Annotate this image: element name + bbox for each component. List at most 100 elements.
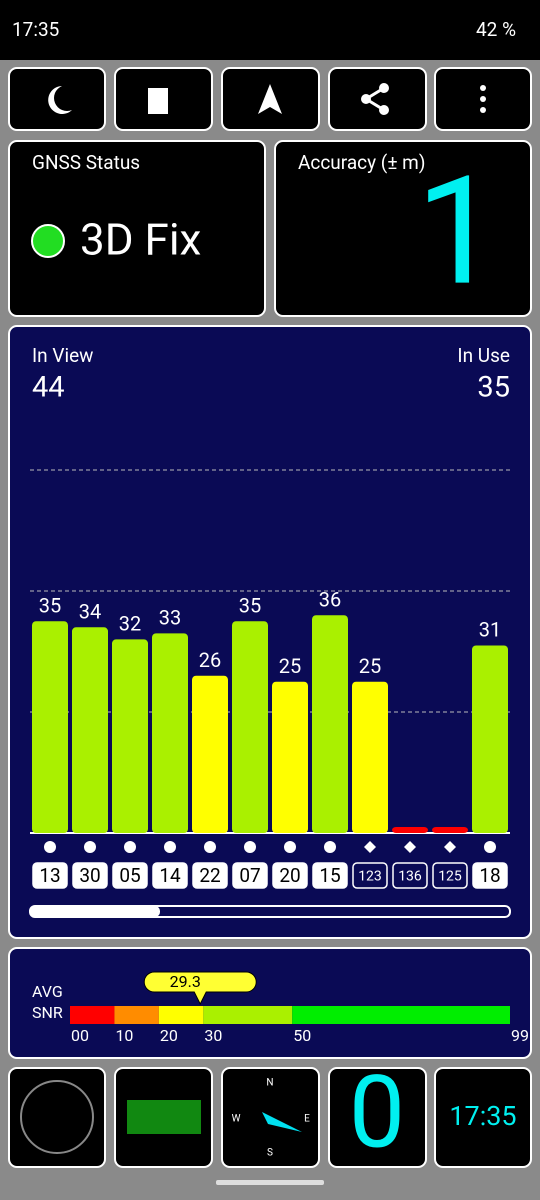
snr-tick-label: 00	[71, 1026, 89, 1045]
sat-id-box	[232, 862, 268, 889]
snr-label: 25	[359, 654, 381, 678]
sat-id-box	[432, 862, 468, 889]
gnss-status-panel	[8, 140, 266, 317]
snr-tick-label: 99	[511, 1026, 529, 1045]
unused-marker	[444, 841, 456, 853]
accuracy-value: 1	[416, 144, 500, 320]
sat-id-box	[112, 862, 148, 889]
snr-label: 31	[479, 618, 501, 642]
snr-scale-segment	[158, 1006, 204, 1024]
map-icon	[127, 1100, 201, 1134]
compass-letter: E	[304, 1114, 310, 1125]
snr-label: 33	[159, 606, 181, 630]
avg-value: 29.3	[170, 972, 201, 991]
snr-bar	[312, 615, 348, 833]
toolbar	[8, 67, 532, 131]
sat-id: 15	[319, 864, 340, 887]
snr-scale-segment	[70, 1006, 115, 1024]
clock: 17:35	[12, 18, 59, 41]
snr-bar	[192, 675, 228, 833]
snr-label: 25	[279, 654, 301, 678]
snr-bar	[232, 621, 268, 833]
compass-needle	[262, 1112, 302, 1132]
used-marker	[324, 841, 336, 853]
sat-id: 20	[279, 864, 300, 887]
moon-icon	[48, 86, 72, 114]
used-marker	[164, 841, 176, 853]
sat-id: 13	[39, 864, 60, 887]
sky-view-button[interactable]	[8, 1067, 106, 1168]
snr-bar	[152, 633, 188, 833]
sat-id-box	[272, 862, 308, 889]
snr-tick-label: 20	[160, 1026, 178, 1045]
sat-id: 22	[199, 864, 220, 887]
sat-id-box	[192, 862, 228, 889]
snr-panel	[8, 947, 532, 1059]
snr-bar	[32, 621, 68, 833]
snr-bar	[432, 826, 468, 833]
in-use-label: In Use	[457, 344, 510, 367]
compass-letter: S	[267, 1148, 273, 1159]
snr-label: 35	[239, 594, 261, 618]
snr-scale-segment	[203, 1006, 293, 1024]
accuracy-label: Accuracy (± m)	[298, 151, 425, 174]
sat-id: 07	[239, 864, 260, 887]
nav-handle	[216, 1180, 324, 1185]
status-bar	[0, 0, 540, 60]
sat-id: 30	[79, 864, 100, 887]
sat-id: 136	[398, 869, 422, 885]
sat-id: 123	[358, 869, 382, 885]
sat-id-box	[32, 862, 68, 889]
night-button[interactable]	[8, 67, 106, 131]
snr-label: SNR	[32, 1003, 63, 1022]
sat-id: 05	[119, 864, 140, 887]
sat-id-box	[72, 862, 108, 889]
snr-label: 26	[199, 648, 221, 672]
fix-text: 3D Fix	[80, 214, 201, 266]
used-marker	[244, 841, 256, 853]
bottom-bar	[8, 1067, 532, 1168]
used-marker	[484, 841, 496, 853]
share-button[interactable]	[328, 67, 427, 131]
snr-bar	[112, 639, 148, 833]
used-marker	[84, 841, 96, 853]
sat-id-box	[472, 862, 508, 889]
used-marker	[204, 841, 216, 853]
snr-tick-label: 30	[204, 1026, 222, 1045]
snr-label: 35	[39, 594, 61, 618]
menu-icon	[480, 85, 486, 113]
unused-marker	[364, 841, 376, 853]
share-icon	[361, 83, 389, 115]
snr-scale-segment	[292, 1006, 510, 1024]
arrow-icon	[258, 84, 282, 114]
used-marker	[284, 841, 296, 853]
sat-id-box	[392, 862, 428, 889]
snr-bar	[272, 681, 308, 833]
time-button[interactable]	[434, 1067, 532, 1168]
compass-letter: W	[232, 1114, 241, 1125]
sky-view-icon	[20, 1080, 94, 1154]
snr-tick-label: 50	[293, 1026, 311, 1045]
unused-marker	[404, 841, 416, 853]
battery: 42 %	[476, 18, 516, 41]
sat-id: 18	[479, 864, 500, 887]
snr-label: 34	[79, 600, 101, 624]
avg-marker	[143, 971, 257, 1006]
scroll-thumb[interactable]	[30, 906, 160, 917]
snr-bar	[72, 627, 108, 833]
snr-bar	[392, 826, 428, 833]
sat-id-box	[312, 862, 348, 889]
count-button[interactable]	[328, 1067, 427, 1168]
count-value: 0	[349, 1054, 405, 1171]
in-view-label: In View	[32, 344, 93, 367]
sat-id-box	[152, 862, 188, 889]
used-marker	[44, 841, 56, 853]
snr-bar	[352, 681, 388, 833]
accuracy-panel	[274, 140, 532, 317]
avg-label: AVG	[32, 982, 63, 1001]
used-marker	[124, 841, 136, 853]
gnss-label: GNSS Status	[32, 151, 140, 174]
guide-icon	[148, 88, 168, 114]
